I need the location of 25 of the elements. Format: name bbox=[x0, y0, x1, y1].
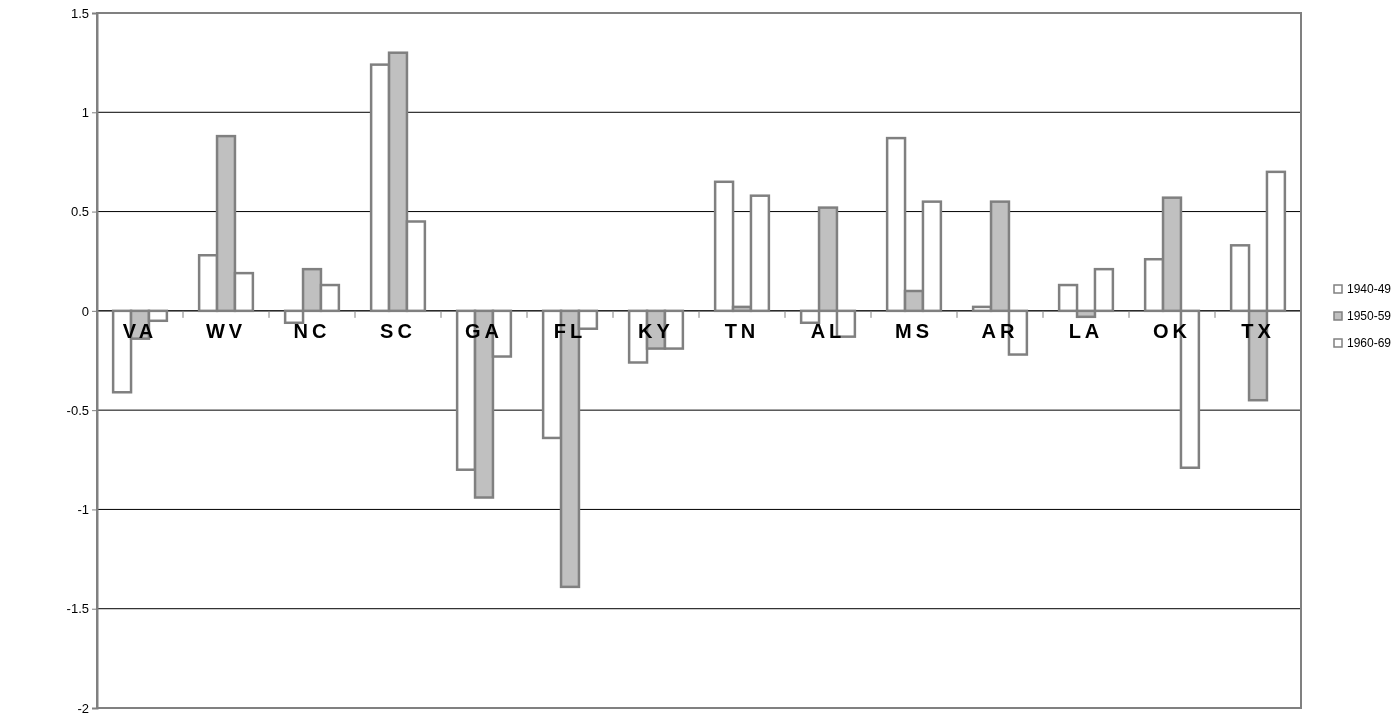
x-tick-label: FL bbox=[553, 319, 587, 342]
x-tick-label: KY bbox=[638, 319, 674, 342]
y-tick-label: 0 bbox=[81, 303, 89, 319]
x-tick-label: TX bbox=[1241, 319, 1275, 342]
x-tick-label: LA bbox=[1068, 319, 1104, 342]
x-tick-label: MS bbox=[895, 319, 933, 342]
legend-label: 1960-69 bbox=[1347, 336, 1392, 350]
x-tick-label: SC bbox=[380, 319, 416, 342]
x-tick-label: AL bbox=[810, 319, 846, 342]
legend-label: 1940-49 bbox=[1347, 282, 1392, 296]
y-tick-label: -0.5 bbox=[66, 402, 89, 418]
y-tick-label: -1 bbox=[77, 502, 89, 518]
y-tick-label: 1.5 bbox=[70, 5, 89, 21]
legend-label: 1950-59 bbox=[1347, 309, 1392, 323]
y-tick-label: -1.5 bbox=[66, 601, 89, 617]
x-tick-label: WV bbox=[205, 319, 247, 342]
x-tick-label: VA bbox=[122, 319, 158, 342]
x-tick-label: GA bbox=[465, 319, 503, 342]
x-tick-label: OK bbox=[1153, 319, 1191, 342]
x-tick-label: AR bbox=[981, 319, 1019, 342]
y-tick-label: -2 bbox=[77, 700, 89, 716]
x-tick-label: NC bbox=[293, 319, 331, 342]
y-tick-label: 0.5 bbox=[70, 204, 89, 220]
y-tick-label: 1 bbox=[81, 104, 89, 120]
x-tick-label: TN bbox=[724, 319, 760, 342]
